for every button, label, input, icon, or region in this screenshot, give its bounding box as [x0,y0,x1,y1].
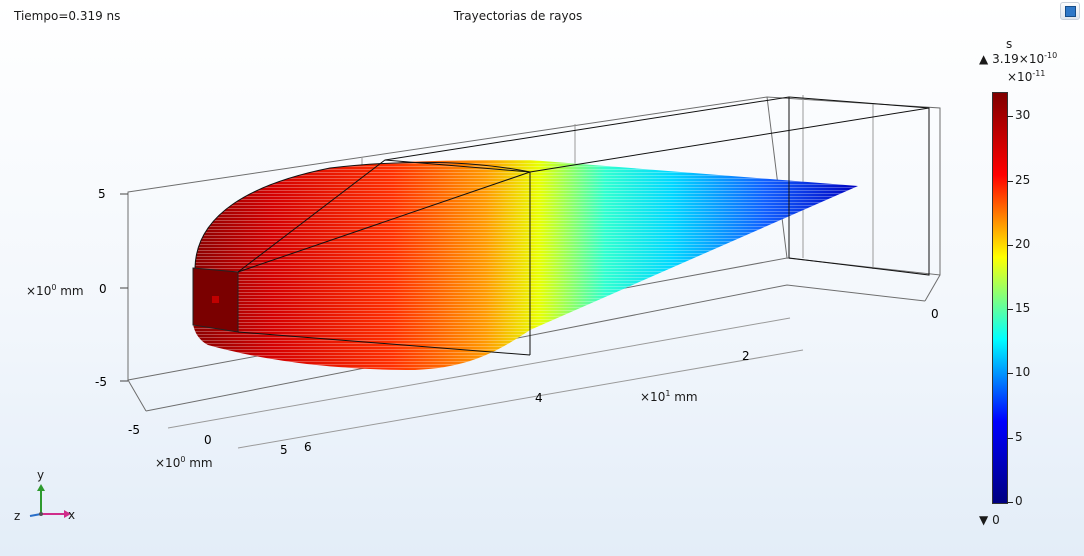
triad-z-label: z [14,509,21,523]
colorbar-tick-mark [1007,373,1013,375]
depth-axis-unit: ×100 mm [155,455,213,471]
colorbar-tick-label: 25 [1015,172,1031,187]
colorbar-tick-label: 0 [1015,494,1023,508]
colorbar-tick-label: 20 [1015,236,1031,251]
z-tick-5: 5 [280,443,288,457]
colorbar-tick-label: 30 [1015,108,1031,123]
bounding-box [127,95,941,449]
triad-y-label: y [37,468,45,482]
z-tick-0: 0 [204,433,212,447]
x-tick-2: 2 [742,349,750,363]
colorbar-unit: s [1006,37,1013,51]
ray-beam [192,160,859,370]
colorbar-tick-mark [1007,437,1013,439]
colorbar-max-label: ▲ 3.19×10-10 [979,51,1058,67]
colorbar-tick-mark [1007,180,1013,182]
triad-x-label: x [68,508,76,522]
y-tick-0: 0 [99,282,107,296]
colorbar-tick-label: 10 [1015,365,1031,380]
x-tick-0: 0 [931,307,939,321]
z-tick-neg5: -5 [128,423,140,437]
colorbar-tick-mark [1007,244,1013,246]
long-axis-unit: ×101 mm [640,389,698,405]
x-tick-4: 4 [535,391,543,405]
vertical-axis-unit: ×100 mm [26,283,84,299]
colorbar-tick-mark [1007,116,1013,118]
time-label: Tiempo=0.319 ns [14,9,121,23]
colorbar-tick-mark [1007,309,1013,311]
plot-title: Trayectorias de rayos [453,9,583,23]
colorbar [992,92,1008,504]
y-tick-5: 5 [98,187,106,201]
max-triangle-icon: ▲ [979,52,989,66]
colorbar-scale-label: ×10-11 [1007,69,1046,85]
colorbar-tick-label: 15 [1015,301,1031,316]
colorbar-min-label: ▼ 0 [979,513,1000,527]
colorbar-tick-mark [1007,502,1013,503]
min-triangle-icon: ▼ [979,513,989,527]
axis-ticks [120,193,128,382]
source-box [194,96,930,356]
colorbar-tick-label: 5 [1015,429,1023,444]
x-tick-6: 6 [304,440,312,454]
y-tick-neg5: -5 [95,375,107,389]
axis-triad [29,484,71,518]
window-menu-button[interactable] [1060,2,1080,20]
